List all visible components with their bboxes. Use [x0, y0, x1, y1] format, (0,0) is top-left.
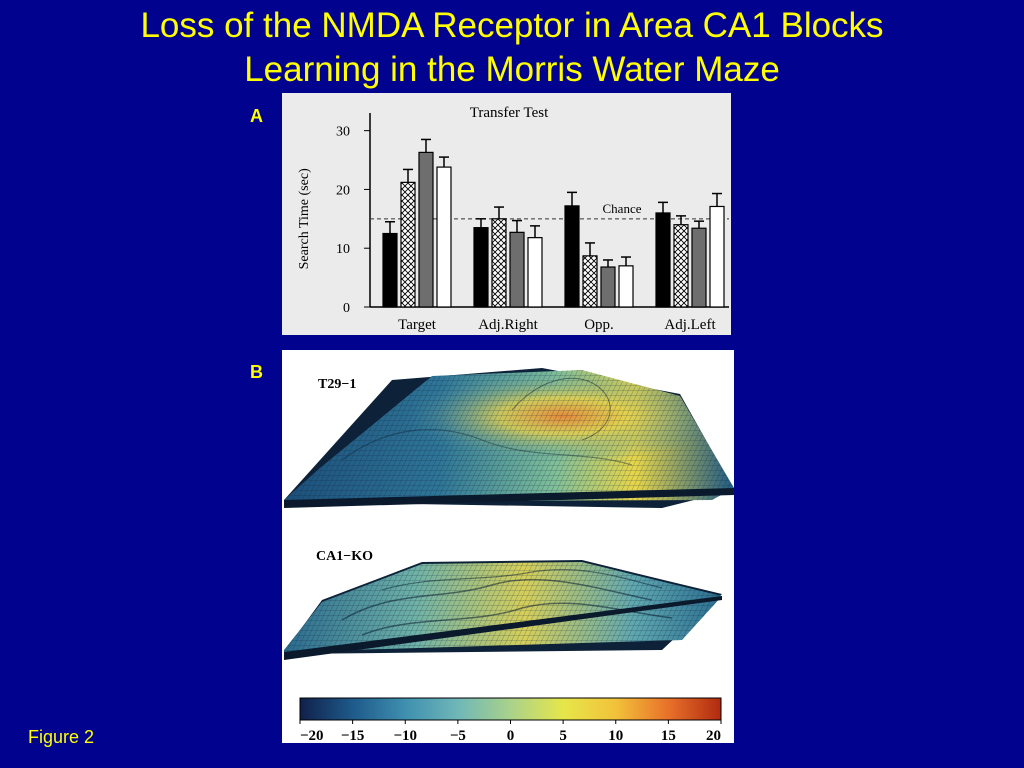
slide-title-line-1: Loss of the NMDA Receptor in Area CA1 Bl…: [140, 6, 884, 45]
ca1-ko-surface: CA1−KO: [284, 549, 722, 660]
ca1-ko-label: CA1−KO: [316, 549, 373, 564]
colorbar-tick-label: 20: [706, 728, 721, 743]
y-tick-label: 30: [336, 125, 350, 140]
bar: [655, 212, 671, 308]
bar: [527, 237, 543, 308]
bar: [509, 231, 525, 308]
colorbar-tick-label: −5: [450, 728, 466, 743]
chart-title: Transfer Test: [470, 105, 549, 121]
colorbar-tick-label: −15: [341, 728, 365, 743]
slide-title: Loss of the NMDA Receptor in Area CA1 Bl…: [0, 4, 1024, 92]
colorbar-strip: [299, 697, 722, 721]
panel-b-label: B: [250, 362, 263, 382]
transfer-test-bar-chart: Transfer Test Search Time (sec) 0 10 20 30 Cha…: [297, 105, 729, 333]
bar: [400, 181, 416, 308]
colorbar-tick-label: 10: [608, 728, 623, 743]
bar: [491, 218, 507, 308]
x-tick-label: Target: [398, 317, 437, 333]
colorbar-tick-label: −20: [300, 728, 324, 743]
slide-title-line-2: Learning in the Morris Water Maze: [244, 50, 780, 89]
bar: [691, 227, 707, 308]
colorbar-tick-label: 15: [661, 728, 676, 743]
colorbar-tick-label: −10: [393, 728, 417, 743]
colorbar-tick-label: 0: [507, 728, 515, 743]
y-tick-label: 10: [336, 242, 350, 257]
bar: [618, 265, 634, 308]
figure-label: Figure 2: [28, 727, 95, 747]
colorbar-tick-label: 5: [559, 728, 567, 743]
bar: [564, 205, 580, 308]
x-tick-label: Adj.Right: [478, 317, 538, 333]
t29-1-label: T29−1: [318, 377, 356, 392]
water-maze-surface-panel: T29−1 CA1−KO −20 −15 −10 −5 0 5 10 15 20: [282, 350, 734, 744]
x-tick-label: Opp.: [584, 317, 614, 333]
y-axis-label: Search Time (sec): [297, 168, 312, 269]
x-tick-label: Adj.Left: [664, 317, 716, 333]
y-tick-label: 20: [336, 183, 350, 198]
bar: [382, 232, 398, 308]
bar: [673, 224, 689, 308]
bar: [600, 266, 616, 308]
y-tick-label: 0: [343, 301, 350, 316]
bar: [418, 151, 434, 308]
transfer-test-chart-panel: Transfer Test Search Time (sec) 0 10 20 30 Cha…: [282, 93, 731, 335]
bar: [582, 255, 598, 308]
bar: [473, 227, 489, 308]
bar: [709, 205, 725, 308]
chance-label: Chance: [603, 201, 642, 216]
t29-1-surface: T29−1: [284, 368, 734, 508]
bar: [436, 166, 452, 308]
panel-a-label: A: [250, 106, 263, 126]
search-density-surfaces: T29−1 CA1−KO −20 −15 −10 −5 0 5 10 15 20: [284, 368, 734, 744]
colorbar: −20 −15 −10 −5 0 5 10 15 20: [299, 697, 722, 744]
